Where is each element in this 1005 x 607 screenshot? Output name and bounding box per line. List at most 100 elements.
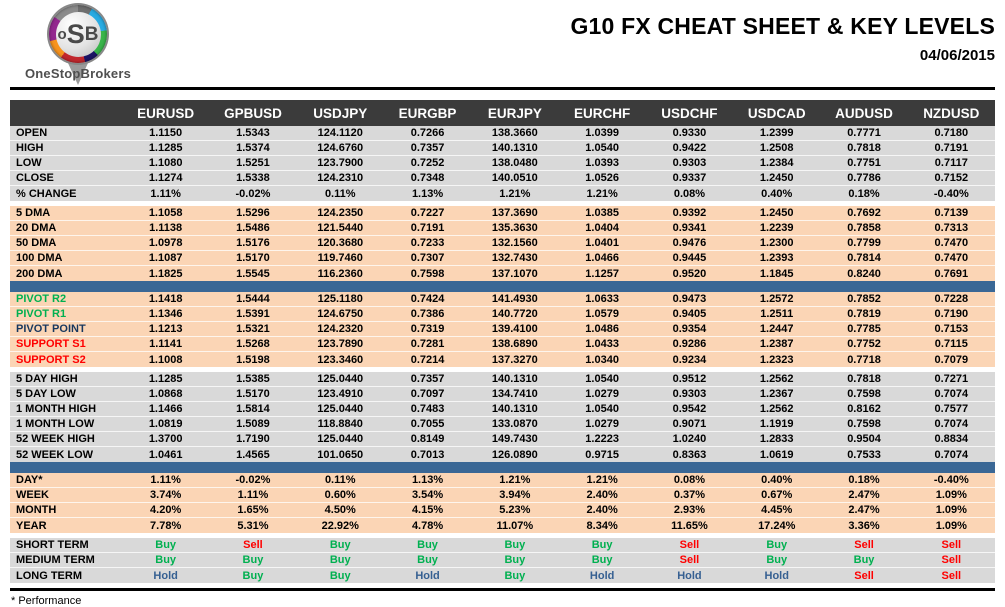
- cell-value: 0.08%: [673, 187, 706, 200]
- section-gap: [10, 201, 995, 206]
- fx-table: EURUSD GPBUSD USDJPY EURGBP EURJPY EURCHF USDC…: [10, 100, 995, 607]
- cell-value: 3.74%: [150, 489, 182, 501]
- cell-value: 0.9330: [672, 127, 707, 139]
- cell-value: 1.2572: [759, 293, 794, 305]
- table-row: 5 DMA 1.1058 1.5296 124.2350 0.7227 137.3690 1…: [10, 206, 995, 221]
- cell-value: 134.7410: [491, 388, 538, 400]
- cell-value: 0.7577: [934, 403, 969, 415]
- table-row: PIVOT POINT 1.1213 1.5321 124.2320 0.7319 139…: [10, 322, 995, 337]
- cell-value: 3.54%: [411, 489, 444, 501]
- cell-value: 2.47%: [848, 504, 880, 516]
- cell-value: 1.13%: [411, 474, 444, 486]
- cell-value: 137.3690: [491, 207, 538, 219]
- cell-value: -0.40%: [933, 474, 969, 486]
- cell-value: 17.24%: [758, 519, 796, 532]
- cell-value: 3.36%: [848, 519, 880, 532]
- cell-value: 2.47%: [848, 489, 880, 501]
- cell-value: 132.7430: [491, 252, 538, 264]
- section-performance: DAY* 1.11% -0.02% 0.11% 1.13% 1.21% 1.21% 0.08%…: [10, 473, 995, 533]
- cell-value: 0.7598: [847, 388, 881, 400]
- cell-value: 1.21%: [586, 187, 618, 200]
- cell-value: 0.7692: [847, 207, 881, 219]
- cell-value: 1.2450: [759, 207, 794, 219]
- cell-value: 1.11%: [150, 474, 181, 486]
- cell-value: -0.02%: [235, 187, 271, 200]
- cell-value: 137.3270: [491, 353, 538, 366]
- cell-value: 0.9405: [672, 308, 707, 320]
- cell-value: 0.7153: [934, 323, 969, 335]
- section-signals: SHORT TERM Buy Sell Buy Buy Buy Buy Sell Buy Sell…: [10, 538, 995, 583]
- row-label: CLOSE: [16, 172, 54, 184]
- cell-value: 121.5440: [317, 222, 364, 234]
- cell-value: 0.7271: [934, 373, 969, 385]
- row-label: DAY*: [16, 474, 43, 486]
- cell-value: 1.2562: [759, 373, 794, 385]
- cell-value: Buy: [329, 539, 351, 551]
- cell-value: 141.4930: [491, 293, 538, 305]
- column-header-nzdusd: NZDUSD: [923, 105, 980, 121]
- blue-separator: [10, 281, 995, 292]
- cell-value: 1.5545: [236, 267, 270, 280]
- row-label: LONG TERM: [16, 569, 82, 582]
- cell-value: 1.5251: [236, 157, 270, 169]
- cell-value: 0.7079: [934, 353, 969, 366]
- cell-value: 1.5486: [236, 222, 270, 234]
- page-title: G10 FX CHEAT SHEET & KEY LEVELS: [570, 13, 995, 39]
- cell-value: 0.7281: [410, 338, 445, 350]
- cell-value: 0.7013: [410, 448, 445, 461]
- table-row: MONTH 4.20% 1.65% 4.50% 4.15% 5.23% 2.40% 2.93%…: [10, 503, 995, 518]
- cell-value: 0.7115: [934, 338, 968, 350]
- cell-value: 1.1346: [148, 308, 183, 320]
- cell-value: 0.7139: [934, 207, 969, 219]
- cell-value: 7.78%: [150, 519, 182, 532]
- cell-value: 0.7598: [847, 418, 881, 430]
- cell-value: Sell: [243, 539, 263, 551]
- table-row: 52 WEEK LOW 1.0461 1.4565 101.0650 0.7013 126…: [10, 447, 995, 462]
- cell-value: 1.5374: [236, 142, 270, 154]
- section-pivots: PIVOT R2 1.1418 1.5444 125.1180 0.7424 141.49…: [10, 292, 995, 367]
- cell-value: 1.1080: [148, 157, 183, 169]
- cell-value: 0.60%: [324, 489, 356, 501]
- cell-value: Buy: [853, 554, 875, 566]
- cell-value: 0.9234: [672, 353, 707, 366]
- cell-value: Sell: [854, 569, 874, 582]
- cell-value: 1.4565: [236, 448, 270, 461]
- cell-value: 126.0890: [491, 448, 538, 461]
- cell-value: 1.0240: [672, 433, 707, 445]
- cell-value: 140.7720: [491, 308, 538, 320]
- cell-value: 0.7117: [934, 157, 968, 169]
- column-header-eurgbp: EURGBP: [398, 105, 457, 121]
- cell-value: 0.9392: [672, 207, 707, 219]
- row-label: PIVOT POINT: [16, 323, 86, 335]
- column-header-usdchf: USDCHF: [661, 105, 718, 121]
- cell-value: 137.1070: [491, 267, 538, 280]
- cell-value: 0.37%: [673, 489, 706, 501]
- cell-value: 1.5343: [236, 127, 270, 139]
- cell-value: 125.0440: [317, 433, 364, 445]
- cell-value: 124.1120: [317, 127, 363, 139]
- cell-value: 1.0579: [585, 308, 619, 320]
- cell-value: 116.2360: [317, 267, 363, 280]
- cell-value: 1.0978: [148, 237, 183, 249]
- cell-value: 0.67%: [761, 489, 793, 501]
- cell-value: 123.7900: [317, 157, 364, 169]
- cell-value: 5.23%: [499, 504, 531, 516]
- cell-value: 1.0486: [585, 323, 619, 335]
- cell-value: 0.9445: [672, 252, 707, 264]
- cell-value: 1.1257: [585, 267, 619, 280]
- cell-value: Buy: [504, 569, 526, 582]
- cell-value: 0.7598: [410, 267, 445, 280]
- cell-value: 0.7055: [410, 418, 445, 430]
- cell-value: 140.1310: [491, 373, 538, 385]
- cell-value: 4.50%: [324, 504, 356, 516]
- cell-value: 0.8363: [672, 448, 707, 461]
- cell-value: 120.3680: [317, 237, 364, 249]
- cell-value: 11.65%: [671, 519, 708, 532]
- cell-value: 1.5296: [236, 207, 270, 219]
- cell-value: 0.7228: [934, 293, 969, 305]
- cell-value: 139.4100: [491, 323, 538, 335]
- cell-value: 1.1087: [148, 252, 183, 264]
- cell-value: 123.4910: [317, 388, 364, 400]
- table-row: 100 DMA 1.1087 1.5170 119.7460 0.7307 132.743…: [10, 251, 995, 266]
